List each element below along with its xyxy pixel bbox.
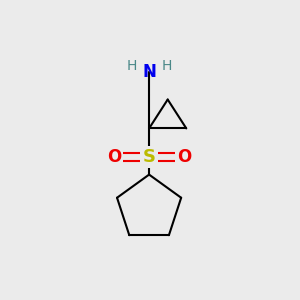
Text: O: O [177, 148, 191, 166]
Text: H: H [161, 59, 172, 73]
Text: N: N [142, 63, 156, 81]
Text: H: H [127, 59, 137, 73]
Text: S: S [142, 148, 156, 166]
Text: O: O [107, 148, 122, 166]
